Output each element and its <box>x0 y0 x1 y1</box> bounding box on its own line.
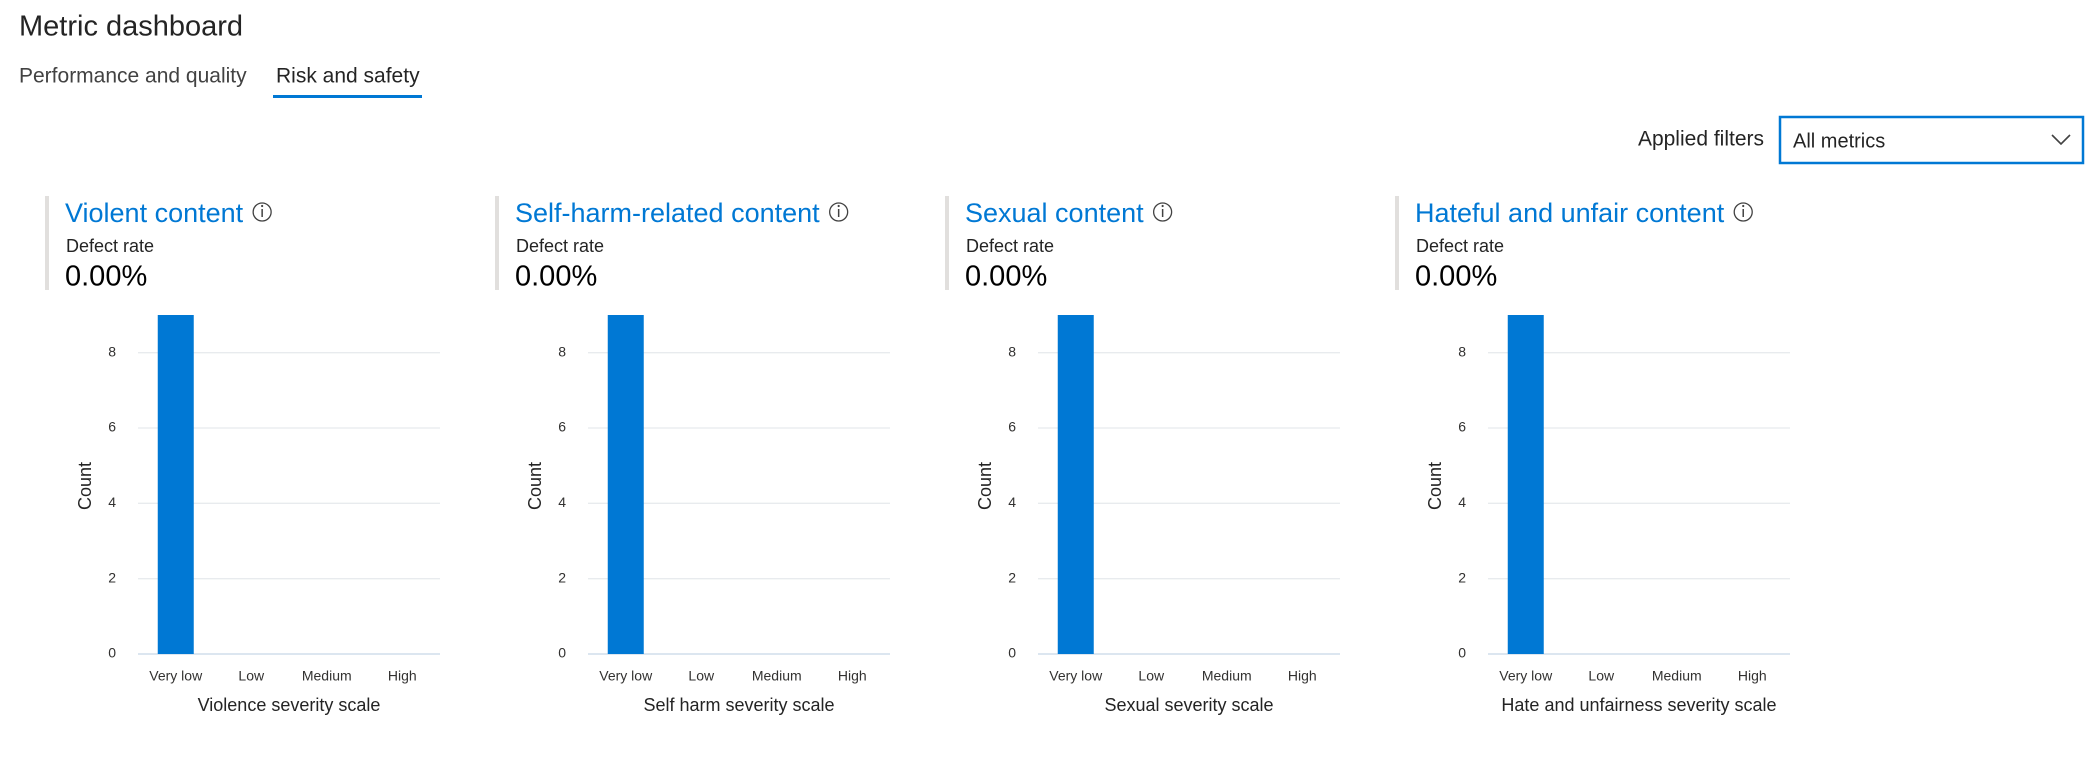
card-accent <box>945 196 949 290</box>
y-tick-label: 8 <box>1458 343 1466 359</box>
y-tick-label: 4 <box>1008 494 1016 510</box>
metric-value: 0.00% <box>1415 261 1497 293</box>
chart-title: Hateful and unfair content <box>1415 198 1725 228</box>
info-icon-dot <box>261 204 264 208</box>
x-tick-label: Medium <box>752 668 802 684</box>
x-tick-label: High <box>388 668 417 684</box>
card-accent <box>45 196 49 290</box>
bar <box>157 315 194 654</box>
y-axis-label: Count <box>1425 462 1445 510</box>
y-tick-label: 2 <box>108 569 116 585</box>
metric-value: 0.00% <box>515 261 597 293</box>
info-icon-dot <box>1161 204 1164 208</box>
y-tick-label: 0 <box>108 645 116 661</box>
metric-label: Defect rate <box>66 236 154 256</box>
info-icon <box>252 202 272 222</box>
metric-value: 0.00% <box>65 261 147 293</box>
y-tick-label: 6 <box>1008 419 1016 435</box>
metric-label: Defect rate <box>516 236 604 256</box>
y-tick-label: 2 <box>558 569 566 585</box>
y-tick-label: 0 <box>1008 645 1016 661</box>
bar <box>1507 315 1544 654</box>
x-tick-label: Low <box>238 668 265 684</box>
info-icon-dot <box>1742 204 1745 208</box>
info-icon <box>1733 202 1753 222</box>
y-axis-label: Count <box>75 462 95 510</box>
metric-value: 0.00% <box>965 261 1047 293</box>
info-icon-dot <box>837 204 840 208</box>
card-accent <box>495 196 499 290</box>
info-icon <box>829 202 849 222</box>
chart-title: Self-harm-related content <box>515 198 820 228</box>
x-tick-label: Very low <box>599 668 653 684</box>
y-tick-label: 8 <box>1008 343 1016 359</box>
y-tick-label: 4 <box>108 494 116 510</box>
x-tick-label: Low <box>1138 668 1165 684</box>
metric-label: Defect rate <box>966 236 1054 256</box>
x-tick-label: Medium <box>302 668 352 684</box>
x-axis-label: Violence severity scale <box>198 695 381 715</box>
metric-label: Defect rate <box>1416 236 1504 256</box>
filter-label: Applied filters <box>1638 128 1764 151</box>
x-tick-label: Very low <box>1499 668 1553 684</box>
y-tick-label: 4 <box>1458 494 1466 510</box>
y-tick-label: 8 <box>108 343 116 359</box>
y-tick-label: 2 <box>1008 569 1016 585</box>
x-axis-label: Sexual severity scale <box>1104 695 1273 715</box>
tab-underline <box>273 95 422 98</box>
y-axis-label: Count <box>525 462 545 510</box>
page-title: Metric dashboard <box>19 11 243 43</box>
x-tick-label: High <box>838 668 867 684</box>
chart-title: Violent content <box>65 198 244 228</box>
bar <box>607 315 644 654</box>
x-axis-label: Hate and unfairness severity scale <box>1501 695 1776 715</box>
card-accent <box>1395 196 1399 290</box>
x-tick-label: High <box>1738 668 1767 684</box>
x-tick-label: Medium <box>1652 668 1702 684</box>
y-axis-label: Count <box>975 462 995 510</box>
x-tick-label: Medium <box>1202 668 1252 684</box>
x-tick-label: Low <box>688 668 715 684</box>
y-tick-label: 4 <box>558 494 566 510</box>
y-tick-label: 2 <box>1458 569 1466 585</box>
filter-value[interactable]: All metrics <box>1793 130 1885 152</box>
filter-dropdown[interactable] <box>1778 115 2085 165</box>
chart-title: Sexual content <box>965 198 1144 228</box>
y-tick-label: 6 <box>1458 419 1466 435</box>
y-tick-label: 6 <box>108 419 116 435</box>
x-tick-label: Low <box>1588 668 1615 684</box>
y-tick-label: 8 <box>558 343 566 359</box>
y-tick-label: 6 <box>558 419 566 435</box>
info-icon <box>1152 202 1173 222</box>
y-tick-label: 0 <box>558 645 566 661</box>
tab[interactable]: Risk and safety <box>276 65 420 88</box>
x-tick-label: Very low <box>1049 668 1103 684</box>
x-tick-label: High <box>1288 668 1317 684</box>
x-axis-label: Self harm severity scale <box>643 695 834 715</box>
x-tick-label: Very low <box>149 668 203 684</box>
bar <box>1057 315 1094 654</box>
y-tick-label: 0 <box>1458 645 1466 661</box>
tab[interactable]: Performance and quality <box>19 65 247 88</box>
chevron-icon <box>2051 134 2071 146</box>
